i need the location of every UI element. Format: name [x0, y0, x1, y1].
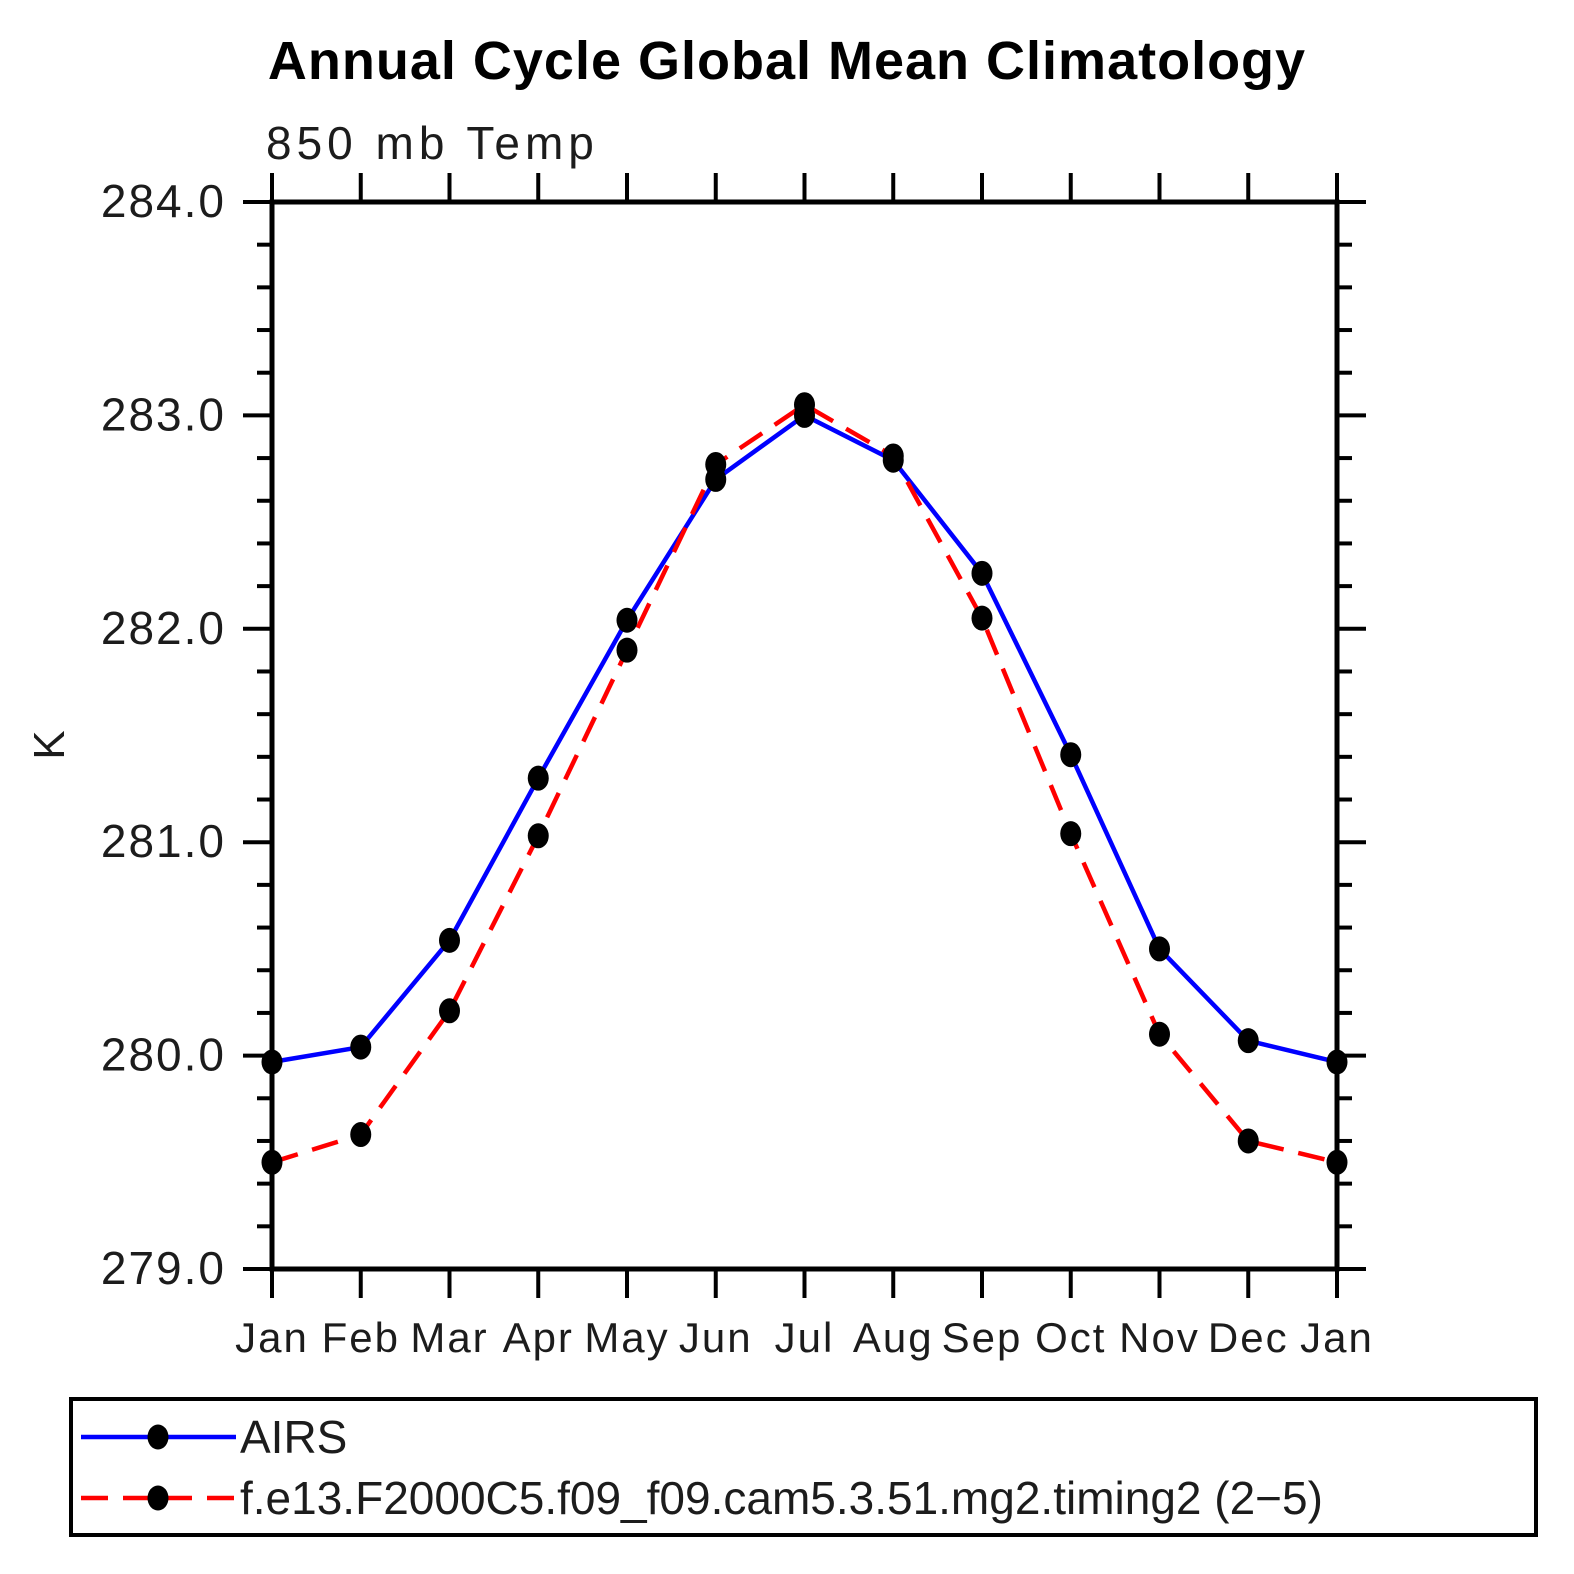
x-tick-label: Jul: [775, 1314, 835, 1361]
legend-marker: [147, 1424, 169, 1449]
data-point-marker: [1060, 821, 1082, 847]
data-point-marker: [1060, 742, 1082, 768]
legend-label: AIRS: [240, 1410, 348, 1463]
legend: AIRS f.e13.F2000C5.f09_f09.cam5.3.51.mg2.…: [69, 1397, 1538, 1537]
data-point-marker: [1326, 1149, 1348, 1175]
plot-frame: [269, 199, 1340, 1272]
y-tick-label: 283.0: [101, 388, 226, 440]
legend-item: f.e13.F2000C5.f09_f09.cam5.3.51.mg2.timi…: [81, 1467, 1534, 1528]
legend-line-sample: [81, 1424, 236, 1449]
x-tick-label: Oct: [1035, 1314, 1106, 1361]
data-point-marker: [527, 823, 549, 849]
x-tick-label: Jan: [235, 1314, 309, 1361]
x-tick-label: Aug: [853, 1314, 934, 1361]
data-point-marker: [261, 1049, 283, 1075]
y-tick-label: 284.0: [101, 175, 226, 227]
x-tick-label: Apr: [503, 1314, 574, 1361]
x-tick-label: Dec: [1208, 1314, 1289, 1361]
data-point-marker: [527, 765, 549, 791]
y-tick-label: 279.0: [101, 1242, 226, 1294]
x-tick-label: Feb: [322, 1314, 400, 1361]
x-tick-label: Sep: [942, 1314, 1023, 1361]
chart-title: Annual Cycle Global Mean Climatology: [267, 31, 1307, 91]
data-point-marker: [705, 451, 727, 477]
data-point-marker: [794, 392, 815, 418]
x-tick-label: Jun: [679, 1314, 753, 1361]
data-point-marker: [261, 1149, 283, 1175]
data-point-marker: [971, 560, 993, 586]
data-point-marker: [439, 998, 460, 1024]
legend-label: f.e13.F2000C5.f09_f09.cam5.3.51.mg2.timi…: [240, 1471, 1323, 1524]
series-line: [271, 413, 1338, 1065]
data-point-marker: [350, 1034, 372, 1060]
data-point-marker: [1237, 1028, 1259, 1054]
x-tick-label: Nov: [1119, 1314, 1200, 1361]
data-point-marker: [1149, 936, 1170, 962]
data-point-marker: [1149, 1021, 1170, 1047]
data-point-marker: [1326, 1049, 1348, 1075]
data-point-marker: [350, 1122, 372, 1148]
series-line: [271, 402, 1338, 1165]
data-point-marker: [616, 607, 638, 633]
y-tick-label: 280.0: [101, 1029, 226, 1081]
x-tick-label: Jan: [1300, 1314, 1374, 1361]
legend-line-sample: [81, 1485, 236, 1510]
legend-marker: [147, 1485, 169, 1510]
x-tick-label: May: [584, 1314, 669, 1361]
x-tick-label: Mar: [410, 1314, 488, 1361]
y-tick-label: 281.0: [101, 815, 226, 867]
data-point-marker: [1237, 1128, 1259, 1154]
chart-subtitle: 850 mb Temp: [266, 117, 599, 169]
data-point-marker: [882, 443, 904, 469]
data-point-marker: [971, 605, 993, 631]
data-point-marker: [439, 927, 460, 953]
y-tick-label: 282.0: [101, 602, 226, 654]
legend-item: AIRS: [81, 1406, 1534, 1467]
data-point-marker: [616, 637, 638, 663]
